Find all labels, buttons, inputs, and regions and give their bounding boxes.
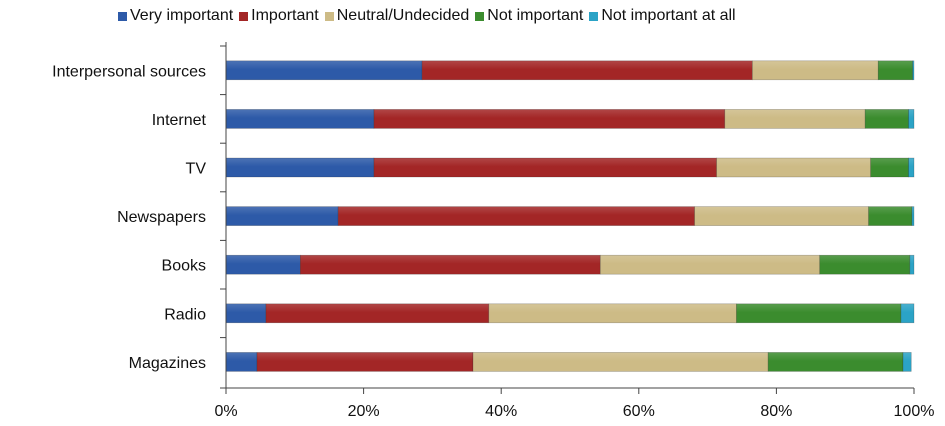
category-label: Interpersonal sources [52,63,206,80]
bar-segment [909,254,915,275]
x-tick-label: 80% [760,403,792,420]
bar-segment [908,157,915,178]
x-tick-label: 60% [623,403,655,420]
bar-segment [225,157,375,178]
bar-segment [421,60,753,81]
bar-segment [908,109,915,129]
legend-swatch [475,11,485,21]
x-tick-label: 40% [485,403,517,420]
bar-segment [736,303,902,324]
bar-segment [877,60,913,81]
legend-swatch [239,11,249,21]
legend-label: Neutral/Undecided [336,7,470,24]
bar-segment [472,352,769,372]
bar-segment [299,254,601,275]
category-label: TV [186,161,207,178]
bar-segment [767,352,904,372]
bar-segment [265,303,490,324]
bar-segment [694,206,869,226]
bar-segment [599,254,821,275]
bar-segment [911,206,915,226]
bar-segment [225,352,258,372]
bar-segment [225,60,423,81]
bar-segment [868,206,913,226]
chart-legend: Very important Important Neutral/Undecided… [118,7,742,25]
legend-label: Very important [130,7,234,24]
x-tick-label: 100% [894,403,935,420]
bar-segment [256,352,474,372]
bar-segment [225,254,301,275]
legend-swatch [589,11,599,21]
legend-label: Important [251,7,319,24]
bar-segment [225,109,375,129]
bar-segment [373,109,726,129]
legend-label: Not important [487,7,584,24]
bar-segment [225,206,339,226]
bar-segment [912,60,915,81]
bar-segment [225,303,267,324]
bar-segment [902,352,912,372]
category-label: Internet [152,112,207,129]
category-label: Newspapers [117,209,206,226]
x-tick-label: 20% [348,403,380,420]
bar-segment [488,303,737,324]
bar-segment [870,157,909,178]
category-label: Books [162,258,206,275]
x-tick-label: 0% [214,403,237,420]
category-label: Radio [164,306,206,323]
bar-segment [724,109,866,129]
legend-swatch [118,11,127,21]
legend-item: Not important [475,7,583,25]
bar-segment [752,60,879,81]
category-label: Magazines [129,355,206,372]
bar-segment [900,303,915,324]
bar-segment [716,157,871,178]
bar-segment [373,157,717,178]
legend-item: Important [239,7,319,25]
legend-item: Neutral/Undecided [324,7,470,25]
bar-segment [819,254,911,275]
bar-segment [337,206,695,226]
bar-segment [864,109,909,129]
legend-swatch [324,11,334,21]
legend-item: Not important at all [589,7,736,25]
legend-label: Not important at all [601,7,736,24]
legend-item: Very important [118,7,233,25]
